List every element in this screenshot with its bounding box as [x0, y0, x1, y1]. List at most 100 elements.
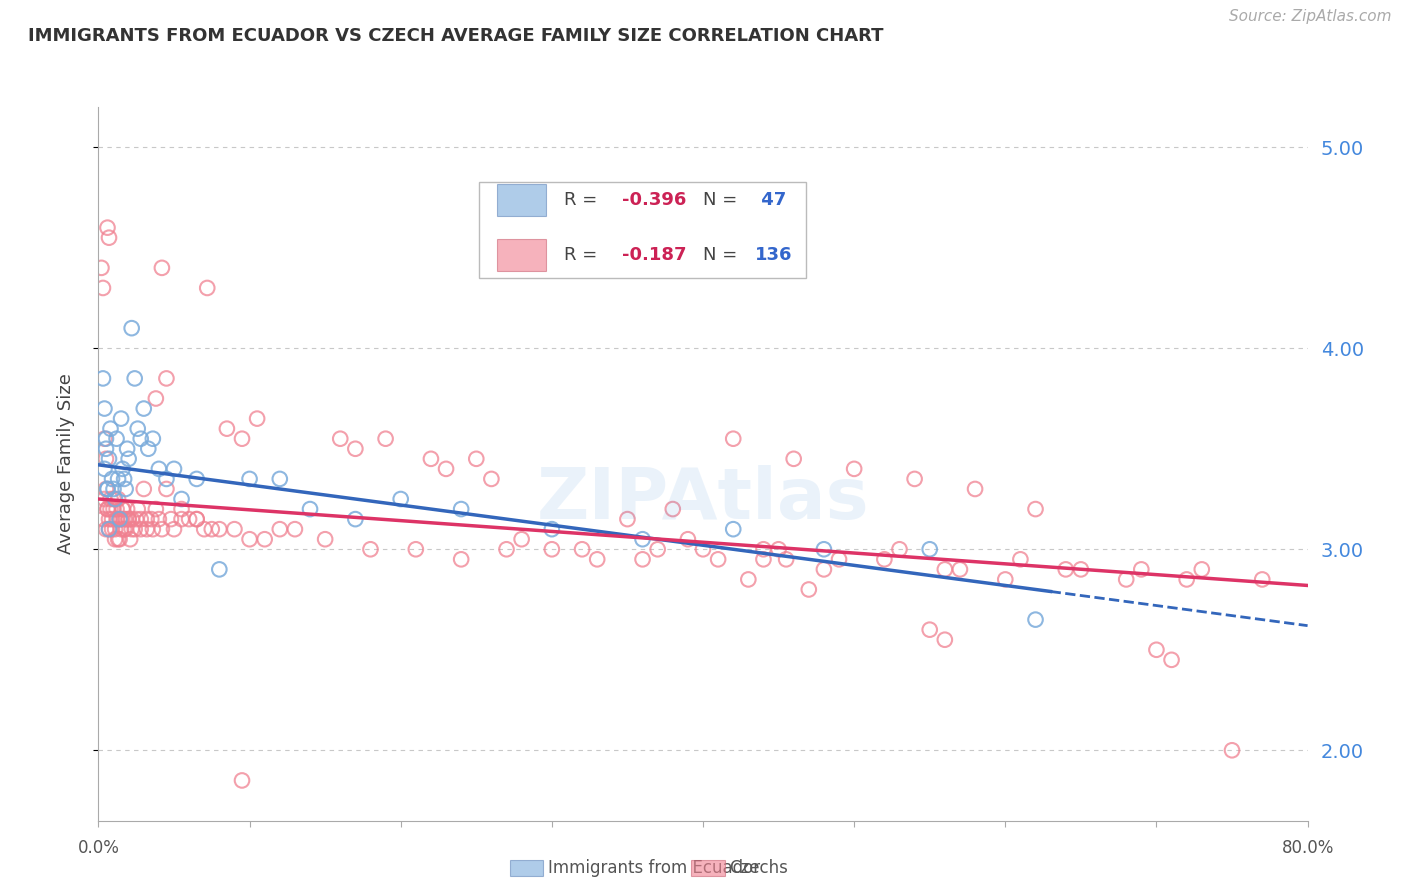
Point: [179, 512, 201, 526]
Point: [118, 512, 141, 526]
Point: [752, 552, 775, 566]
Point: [108, 512, 131, 526]
Text: 0.0%: 0.0%: [77, 838, 120, 856]
Text: 136: 136: [755, 246, 793, 264]
Point: [170, 512, 193, 526]
Point: [141, 512, 163, 526]
Point: [208, 562, 231, 576]
Point: [103, 482, 125, 496]
Point: [360, 542, 382, 557]
Point: [111, 502, 134, 516]
Point: [94, 522, 117, 536]
Y-axis label: Average Family Size: Average Family Size: [56, 374, 75, 554]
Point: [155, 371, 177, 385]
Point: [420, 451, 443, 466]
Point: [136, 442, 159, 456]
Point: [101, 512, 124, 526]
Point: [100, 502, 122, 516]
Point: [101, 472, 124, 486]
Point: [112, 522, 135, 536]
Point: [103, 491, 125, 506]
Point: [1115, 573, 1137, 587]
Point: [201, 522, 224, 536]
Point: [114, 512, 136, 526]
Point: [148, 512, 170, 526]
Point: [873, 552, 896, 566]
Point: [107, 472, 129, 486]
Point: [105, 512, 128, 526]
Bar: [498, 184, 546, 216]
Point: [269, 472, 291, 486]
Point: [150, 260, 173, 275]
Point: [114, 522, 136, 536]
Point: [101, 522, 124, 536]
Text: N =: N =: [703, 246, 742, 264]
Point: [93, 401, 115, 416]
Text: R =: R =: [564, 246, 603, 264]
Point: [96, 502, 118, 516]
Point: [145, 392, 167, 406]
Point: [115, 442, 138, 456]
Point: [135, 522, 157, 536]
Point: [148, 462, 170, 476]
Point: [110, 512, 132, 526]
Point: [96, 502, 118, 516]
Point: [105, 432, 128, 446]
Point: [389, 491, 412, 506]
Point: [91, 371, 114, 385]
Point: [163, 462, 186, 476]
Point: [239, 472, 262, 486]
Point: [752, 542, 775, 557]
Point: [91, 281, 114, 295]
Point: [186, 472, 208, 486]
Point: [90, 260, 112, 275]
Point: [1146, 642, 1168, 657]
Point: [170, 491, 193, 506]
Point: [186, 512, 208, 526]
Point: [434, 462, 457, 476]
Point: [104, 533, 127, 547]
Point: [93, 432, 115, 446]
Point: [246, 411, 269, 425]
Point: [93, 491, 115, 506]
Point: [450, 502, 472, 516]
Point: [662, 502, 685, 516]
Point: [994, 573, 1017, 587]
Point: [150, 522, 173, 536]
Point: [239, 533, 262, 547]
Point: [121, 522, 143, 536]
Point: [98, 230, 121, 244]
Point: [94, 482, 117, 496]
Point: [737, 573, 759, 587]
Point: [111, 502, 134, 516]
Point: [111, 462, 134, 476]
Point: [723, 432, 745, 446]
Point: [918, 623, 941, 637]
Point: [783, 451, 806, 466]
Point: [103, 502, 125, 516]
Point: [481, 472, 503, 486]
Point: [813, 542, 835, 557]
Point: [96, 482, 118, 496]
Text: Source: ZipAtlas.com: Source: ZipAtlas.com: [1229, 9, 1392, 24]
Point: [1251, 573, 1274, 587]
Point: [132, 401, 155, 416]
Text: Czechs: Czechs: [730, 859, 789, 877]
Point: [129, 512, 152, 526]
Point: [96, 220, 118, 235]
Point: [104, 522, 127, 536]
Point: [135, 512, 157, 526]
Point: [94, 451, 117, 466]
Point: [170, 502, 193, 516]
Point: [100, 491, 122, 506]
Point: [949, 562, 972, 576]
Point: [121, 512, 143, 526]
Point: [120, 533, 142, 547]
Point: [299, 502, 322, 516]
Point: [465, 451, 488, 466]
Point: [98, 522, 121, 536]
Text: N =: N =: [703, 191, 742, 209]
Point: [571, 542, 593, 557]
Point: [145, 502, 167, 516]
Point: [129, 522, 152, 536]
